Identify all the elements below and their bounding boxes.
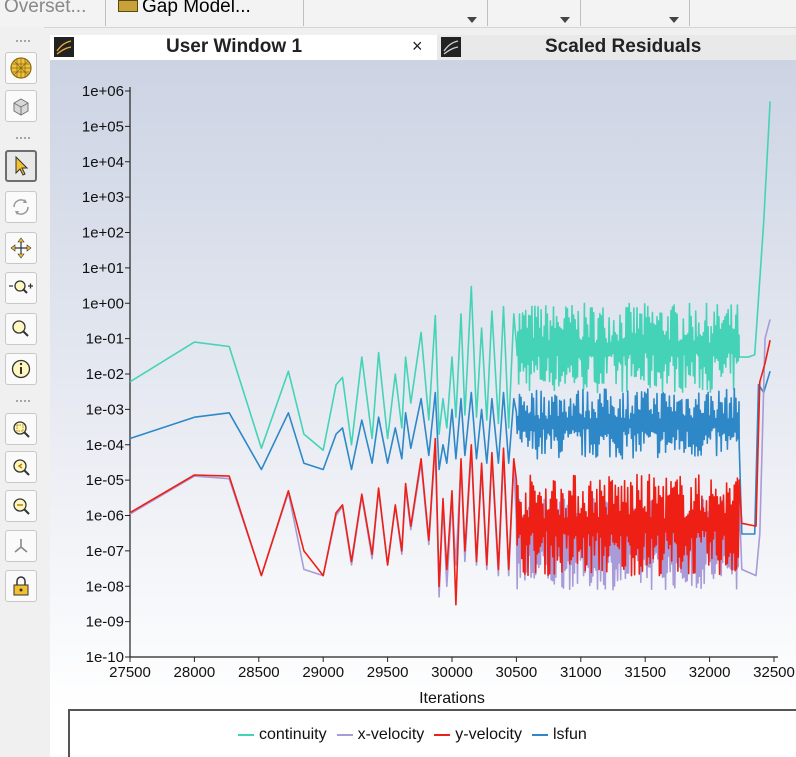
lock-view-button[interactable] [5, 570, 37, 602]
x-tick-label: 27500 [109, 664, 151, 681]
view-cube-button[interactable] [5, 90, 37, 122]
zoom-previous-icon [13, 459, 30, 476]
window-app-icon [54, 37, 74, 57]
zoom-fit-button[interactable] [5, 490, 37, 522]
y-tick-label: 1e+03 [82, 189, 124, 206]
window-app-icon [441, 37, 461, 57]
x-tick-label: 30000 [431, 664, 473, 681]
series-line-lsfun [129, 370, 771, 535]
y-tick-label: 1e+00 [82, 295, 124, 312]
series-line-y-velocity [129, 340, 771, 606]
y-tick-label: 1e-08 [86, 578, 124, 595]
select-pointer-icon [15, 155, 29, 176]
tab-title: Scaled Residuals [545, 36, 702, 57]
plot-background [50, 60, 796, 709]
legend-item-lsfun: lsfun [531, 726, 587, 744]
close-icon[interactable]: × [412, 36, 423, 56]
pan-icon [10, 237, 32, 259]
x-tick-label: 30500 [496, 664, 538, 681]
y-tick-label: 1e+04 [82, 154, 124, 171]
legend-swatch [531, 734, 548, 736]
y-tick-label: 1e-04 [86, 437, 124, 454]
chart-legend: continuity x-velocity y-velocity lsfun [68, 709, 796, 757]
toolbar-grip[interactable] [15, 39, 31, 43]
zoom-in-out-button[interactable] [5, 272, 37, 304]
legend-label: lsfun [552, 726, 587, 743]
chevron-down-icon [560, 17, 570, 23]
tab-title: User Window 1 [166, 36, 303, 57]
zoom-icon [12, 320, 29, 337]
legend-label: y-velocity [455, 726, 522, 743]
toolbar-grip[interactable] [15, 399, 31, 403]
legend-swatch [434, 734, 451, 736]
rotate-button[interactable] [5, 191, 37, 223]
legend-label: x-velocity [357, 726, 425, 743]
y-tick-label: 1e-09 [86, 614, 124, 631]
x-tick-label: 28000 [174, 664, 216, 681]
gap-model-label: Gap Model... [142, 0, 251, 17]
legend-item-x-velocity: x-velocity [336, 726, 425, 744]
legend-item-continuity: continuity [238, 726, 327, 744]
x-tick-label: 31000 [560, 664, 602, 681]
x-tick-label: 32000 [689, 664, 731, 681]
legend-label: continuity [259, 726, 327, 743]
toolbar-grip[interactable] [15, 136, 31, 140]
dropdown-3[interactable] [581, 0, 690, 26]
tab-user-window-1[interactable]: User Window 1 × [50, 35, 437, 60]
axes-button[interactable] [5, 530, 37, 562]
residuals-plot-area[interactable]: 1e-10 1e-09 1e-08 1e-07 1e-06 1e-05 1e-04 1e-03… [50, 60, 796, 757]
legend-swatch [238, 734, 254, 736]
cube-view-icon [13, 98, 29, 116]
gap-model-icon [118, 0, 138, 12]
y-tick-label: 1e+01 [82, 260, 124, 277]
x-tick-label: 31500 [624, 664, 666, 681]
mesh-sphere-icon [10, 57, 32, 79]
y-tick-label: 1e+05 [82, 118, 124, 135]
residuals-chart: 1e-10 1e-09 1e-08 1e-07 1e-06 1e-05 1e-04 1e-03… [50, 60, 796, 709]
pan-button[interactable] [5, 232, 37, 264]
dropdown-1[interactable] [304, 0, 488, 26]
x-tick-label: 29500 [367, 664, 409, 681]
zoom-to-area-button[interactable] [5, 413, 37, 445]
x-tick-label: 32500 [753, 664, 795, 681]
graphics-toolbar [0, 27, 44, 757]
y-tick-label: 1e-06 [86, 508, 124, 525]
chevron-down-icon [467, 17, 477, 23]
y-tick-label: 1e-03 [86, 401, 124, 418]
select-pointer-button[interactable] [5, 150, 37, 182]
overset-panel-tab[interactable]: Overset... [0, 0, 106, 26]
probe-info-icon [11, 359, 31, 379]
x-tick-label: 28500 [238, 664, 280, 681]
y-tick-label: 1e-05 [86, 472, 124, 489]
y-tick-label: 1e-10 [86, 649, 124, 666]
zoom-to-area-icon [13, 421, 30, 438]
mesh-display-button[interactable] [5, 52, 37, 84]
rotate-icon [13, 199, 29, 215]
gap-model-panel-tab[interactable]: Gap Model... [106, 0, 304, 26]
overset-label: Overset... [4, 0, 87, 17]
zoom-button[interactable] [5, 313, 37, 345]
lock-view-icon [13, 576, 29, 596]
zoom-in-out-icon [9, 280, 33, 294]
x-axis-title: Iterations [419, 690, 485, 707]
zoom-previous-button[interactable] [5, 451, 37, 483]
axes-icon [14, 539, 28, 553]
probe-info-button[interactable] [5, 353, 37, 385]
tab-scaled-residuals[interactable]: Scaled Residuals [437, 35, 796, 60]
x-tick-label: 29000 [302, 664, 344, 681]
series-line-continuity [129, 101, 771, 451]
y-tick-label: 1e+02 [82, 225, 124, 242]
zoom-fit-icon [13, 498, 30, 515]
chevron-down-icon [669, 17, 679, 23]
dropdown-2[interactable] [488, 0, 581, 26]
legend-swatch [336, 734, 353, 736]
y-tick-label: 1e-07 [86, 543, 124, 560]
y-tick-label: 1e-01 [86, 331, 124, 348]
top-toolbar: Overset... Gap Model... [0, 0, 796, 28]
series-line-x-velocity [129, 319, 771, 598]
y-tick-label: 1e+06 [82, 83, 124, 100]
legend-item-y-velocity: y-velocity [434, 726, 522, 744]
y-tick-label: 1e-02 [86, 366, 124, 383]
